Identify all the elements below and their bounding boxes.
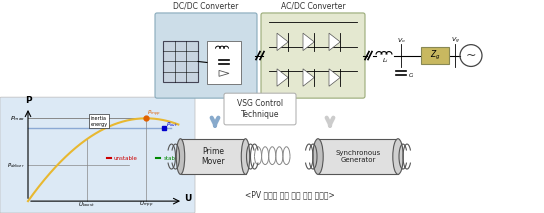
Polygon shape [303, 33, 314, 51]
Text: Synchronous
Generator: Synchronous Generator [335, 150, 381, 163]
Text: <PV 시스템 가상 관성 적용 구성도>: <PV 시스템 가상 관성 적용 구성도> [245, 190, 335, 199]
Text: U: U [184, 194, 191, 203]
Ellipse shape [313, 139, 323, 174]
Ellipse shape [176, 139, 185, 174]
Polygon shape [303, 69, 314, 86]
Text: $U_{mpp}$: $U_{mpp}$ [139, 200, 153, 210]
Polygon shape [277, 33, 288, 51]
Text: DC/DC Converter: DC/DC Converter [174, 2, 239, 11]
Text: inertia
energy: inertia energy [91, 116, 108, 127]
Text: $U_{boost}$: $U_{boost}$ [78, 200, 95, 209]
Polygon shape [277, 69, 288, 86]
Text: $C_i$: $C_i$ [408, 71, 415, 80]
Text: $Z_g$: $Z_g$ [430, 49, 440, 62]
Text: $L_i$: $L_i$ [382, 56, 388, 65]
Text: $P_{out}$: $P_{out}$ [166, 120, 178, 129]
Text: $P_{mpp}$: $P_{mpp}$ [147, 109, 161, 119]
Bar [207, 41, 241, 84]
FancyBboxPatch shape [261, 13, 365, 98]
Text: VSG Control
Technique: VSG Control Technique [237, 99, 283, 119]
Bar [163, 41, 198, 82]
Text: AC/DC Converter: AC/DC Converter [281, 2, 345, 11]
Polygon shape [329, 69, 340, 86]
Text: stable: stable [163, 156, 180, 161]
Text: $V_g$: $V_g$ [450, 35, 460, 46]
Text: ~: ~ [466, 49, 476, 62]
Text: $P_{max}$: $P_{max}$ [10, 114, 25, 123]
Text: P: P [24, 96, 32, 105]
FancyBboxPatch shape [224, 93, 296, 125]
Text: unstable: unstable [114, 156, 138, 161]
Polygon shape [329, 33, 340, 51]
Polygon shape [219, 71, 229, 76]
Text: $P_{deliver}$: $P_{deliver}$ [7, 161, 25, 170]
Bar [181, 139, 245, 174]
FancyBboxPatch shape [155, 13, 257, 98]
Text: $V_o$: $V_o$ [397, 36, 405, 45]
Ellipse shape [242, 139, 250, 174]
Ellipse shape [393, 139, 403, 174]
Bar [318, 139, 398, 174]
FancyBboxPatch shape [0, 97, 195, 213]
Bar [421, 47, 449, 65]
Text: Prime
Mover: Prime Mover [201, 147, 225, 166]
